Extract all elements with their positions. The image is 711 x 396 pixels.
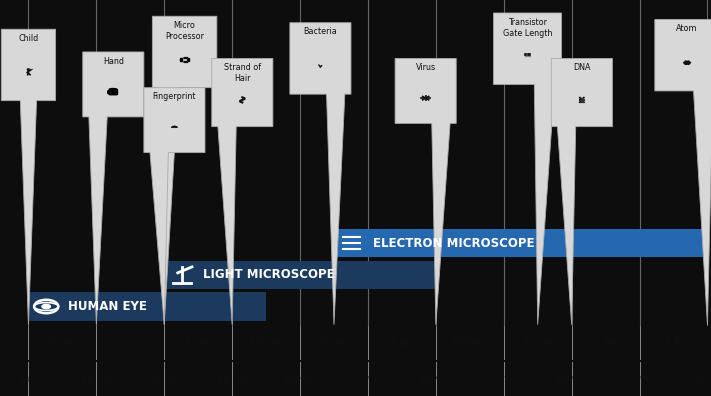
Circle shape <box>423 97 428 99</box>
Circle shape <box>428 96 429 97</box>
FancyBboxPatch shape <box>182 58 188 61</box>
Circle shape <box>26 68 31 70</box>
Circle shape <box>429 98 431 99</box>
Circle shape <box>31 69 33 70</box>
FancyBboxPatch shape <box>183 59 186 61</box>
Polygon shape <box>1 29 55 325</box>
FancyBboxPatch shape <box>181 59 182 60</box>
Polygon shape <box>144 88 205 325</box>
Polygon shape <box>395 59 456 325</box>
FancyBboxPatch shape <box>181 60 182 61</box>
Text: Hand: Hand <box>103 57 124 66</box>
Circle shape <box>422 99 423 100</box>
FancyBboxPatch shape <box>188 60 189 61</box>
Text: Micro
Processor: Micro Processor <box>165 21 204 41</box>
Circle shape <box>425 95 426 96</box>
Text: 1 m: 1 m <box>21 375 36 384</box>
Polygon shape <box>212 59 273 325</box>
Polygon shape <box>655 19 711 325</box>
Text: 1 μm: 1 μm <box>391 338 413 347</box>
FancyBboxPatch shape <box>112 89 116 93</box>
Text: Bacteria: Bacteria <box>304 27 337 36</box>
Text: 10⁻⁸ m: 10⁻⁸ m <box>557 375 586 384</box>
Circle shape <box>421 98 422 99</box>
Polygon shape <box>493 13 562 325</box>
Text: 1 mm: 1 mm <box>186 338 210 347</box>
Circle shape <box>428 99 429 100</box>
FancyBboxPatch shape <box>186 61 187 62</box>
Text: 1 Å: 1 Å <box>666 338 680 347</box>
FancyBboxPatch shape <box>186 57 187 58</box>
Circle shape <box>422 96 423 97</box>
Text: 1 nm: 1 nm <box>594 338 616 347</box>
FancyBboxPatch shape <box>28 292 266 321</box>
Text: ELECTRON MICROSCOPE: ELECTRON MICROSCOPE <box>373 237 535 249</box>
Circle shape <box>686 62 688 63</box>
FancyBboxPatch shape <box>524 55 531 57</box>
Ellipse shape <box>318 65 321 66</box>
Text: 1 cm: 1 cm <box>119 338 141 347</box>
Polygon shape <box>152 16 217 325</box>
Text: 10⁻⁵ m: 10⁻⁵ m <box>353 375 383 384</box>
Text: 10 cm: 10 cm <box>49 338 76 347</box>
FancyBboxPatch shape <box>188 58 189 59</box>
Text: Fingerprint: Fingerprint <box>153 92 196 101</box>
Text: LIGHT MICROSCOPE: LIGHT MICROSCOPE <box>203 268 335 281</box>
Text: DNA: DNA <box>573 63 591 72</box>
Polygon shape <box>551 59 612 325</box>
Circle shape <box>425 100 426 101</box>
Text: 10⁻³ m: 10⁻³ m <box>218 375 247 384</box>
Text: 100 nm: 100 nm <box>453 338 486 347</box>
Text: 10 μm: 10 μm <box>320 338 348 347</box>
Text: Strand of
Hair: Strand of Hair <box>224 63 261 83</box>
Text: 10⁻¹ m: 10⁻¹ m <box>82 375 111 384</box>
Circle shape <box>41 304 51 309</box>
Text: 10⁻⁷ m: 10⁻⁷ m <box>489 375 518 384</box>
Text: Virus: Virus <box>416 63 436 72</box>
Text: 10 nm: 10 nm <box>524 338 552 347</box>
FancyBboxPatch shape <box>111 89 114 93</box>
Text: 10⁻⁴ m: 10⁻⁴ m <box>286 375 314 384</box>
FancyBboxPatch shape <box>184 61 185 62</box>
Text: 10⁻⁹ m: 10⁻⁹ m <box>625 375 654 384</box>
Text: 10⁻¹⁰ m: 10⁻¹⁰ m <box>691 375 711 384</box>
Text: Child: Child <box>18 34 38 43</box>
FancyBboxPatch shape <box>334 229 707 257</box>
Polygon shape <box>82 52 144 325</box>
Text: Atom: Atom <box>676 24 697 33</box>
Polygon shape <box>290 23 351 325</box>
Text: Transistor
Gate Length: Transistor Gate Length <box>503 18 552 38</box>
Text: 10⁻² m: 10⁻² m <box>150 375 178 384</box>
Ellipse shape <box>320 65 322 67</box>
FancyBboxPatch shape <box>109 89 113 93</box>
FancyBboxPatch shape <box>188 59 189 60</box>
FancyBboxPatch shape <box>184 57 185 58</box>
Text: 10⁻⁶ m: 10⁻⁶ m <box>422 375 450 384</box>
FancyBboxPatch shape <box>109 91 117 95</box>
Text: HUMAN EYE: HUMAN EYE <box>68 300 146 313</box>
FancyBboxPatch shape <box>107 91 112 94</box>
Ellipse shape <box>319 66 321 68</box>
Text: 100 μm: 100 μm <box>250 338 283 347</box>
FancyBboxPatch shape <box>113 89 117 93</box>
FancyBboxPatch shape <box>181 58 182 59</box>
FancyBboxPatch shape <box>164 261 436 289</box>
